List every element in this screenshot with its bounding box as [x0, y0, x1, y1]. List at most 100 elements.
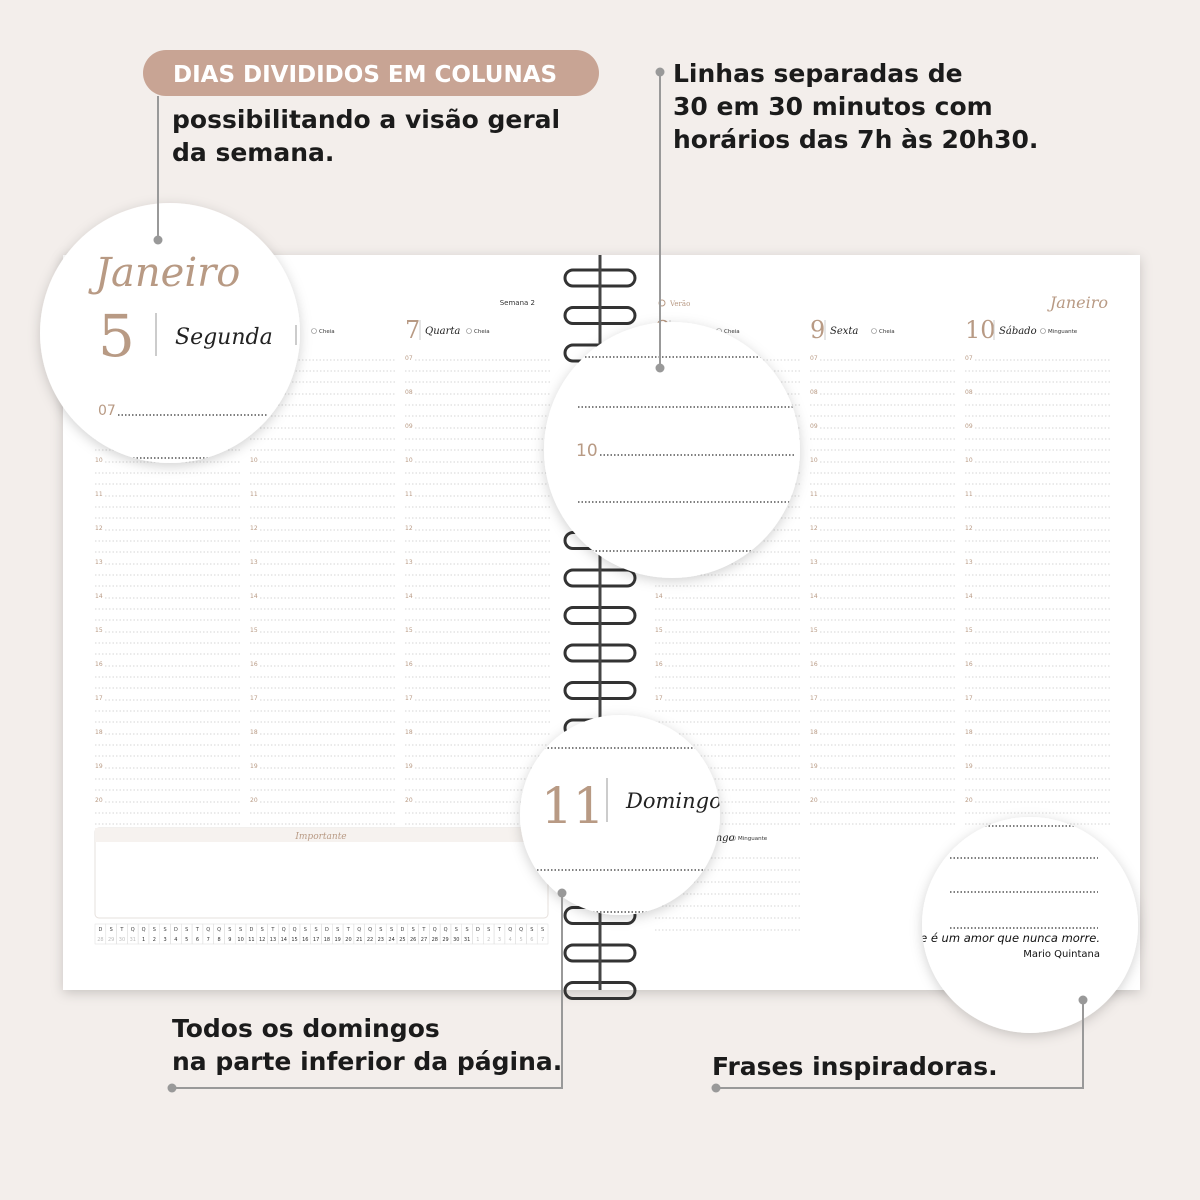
hour-label: 08 — [965, 389, 973, 396]
hour-label: 16 — [965, 661, 973, 668]
hour-label: 08 — [405, 389, 413, 396]
calendar-letter: Q — [508, 927, 512, 933]
hour-label: 14 — [250, 593, 258, 600]
connector-dot — [655, 363, 665, 373]
calendar-letter: Q — [131, 927, 135, 933]
calendar-number: 4 — [509, 937, 512, 943]
zoom-author: Mario Quintana — [1023, 949, 1100, 960]
hour-label: 10 — [965, 457, 973, 464]
moon-phase: Minguante — [1048, 329, 1078, 335]
calendar-letter: S — [110, 927, 113, 933]
calendar-letter: D — [476, 927, 480, 933]
hour-label: 15 — [95, 627, 103, 634]
calendar-number: 29 — [108, 937, 114, 943]
zoom-day-number: 5 — [98, 302, 135, 370]
calendar-letter: Q — [282, 927, 286, 933]
day-number: 9 — [810, 316, 825, 344]
calendar-letter: Q — [433, 927, 437, 933]
moon-phase: Cheia — [879, 329, 895, 335]
hour-label: 15 — [405, 627, 413, 634]
hour-label: 19 — [250, 763, 258, 770]
hour-label: 14 — [405, 593, 413, 600]
calendar-letter: S — [530, 927, 533, 933]
connector — [716, 1000, 1084, 1089]
hour-label: 17 — [250, 695, 258, 702]
day-number: 10 — [965, 316, 996, 344]
hour-label: 12 — [810, 525, 818, 532]
calendar-number: 6 — [196, 937, 199, 943]
hour-label: 12 — [965, 525, 973, 532]
hour-label: 09 — [965, 423, 973, 430]
week: Semana 2 — [500, 299, 535, 307]
calendar-letter: T — [346, 927, 351, 933]
calendar-letter: S — [412, 927, 415, 933]
calendar-letter: D — [98, 927, 102, 933]
callout-text: da semana. — [172, 138, 334, 167]
hour-label: 08 — [810, 389, 818, 396]
calendar-number: 3 — [164, 937, 167, 943]
hour-label: 10 — [95, 457, 103, 464]
hour-label: 14 — [810, 593, 818, 600]
callout-text: Linhas separadas de — [673, 59, 963, 88]
calendar-number: 29 — [442, 937, 448, 943]
zoom-month: Janeiro — [88, 250, 240, 296]
zoom-circle — [922, 817, 1138, 1033]
hour-label: 07 — [405, 355, 413, 362]
calendar-letter: S — [261, 927, 264, 933]
hour-label: 14 — [965, 593, 973, 600]
moon-phase: Cheia — [319, 329, 335, 335]
hour-label: 18 — [95, 729, 103, 736]
calendar-letter: S — [164, 927, 167, 933]
moon-icon — [311, 328, 317, 334]
calendar-number: 2 — [153, 937, 156, 943]
hour-label: 19 — [965, 763, 973, 770]
connector-dot — [167, 1083, 177, 1093]
connector-dot — [557, 888, 567, 898]
calendar-letter: S — [239, 927, 242, 933]
callout-text: na parte inferior da página. — [172, 1047, 562, 1076]
hour-label: 09 — [405, 423, 413, 430]
calendar-number: 19 — [334, 937, 340, 943]
moon-phase: Cheia — [474, 329, 490, 335]
hour-label: 15 — [965, 627, 973, 634]
zoom-day-number: 11 — [541, 777, 605, 835]
zoom-day-name: Domingo — [625, 789, 722, 813]
hour-label: 13 — [95, 559, 103, 566]
calendar-letter: S — [336, 927, 339, 933]
calendar-letter: T — [497, 927, 502, 933]
hour-label: 13 — [810, 559, 818, 566]
calendar-letter: S — [466, 927, 469, 933]
connector-dot — [711, 1083, 721, 1093]
hour-label: 13 — [405, 559, 413, 566]
hour-label: 20 — [965, 797, 973, 804]
calendar-number: 10 — [237, 937, 243, 943]
hour-label: 12 — [405, 525, 413, 532]
calendar-letter: Q — [293, 927, 297, 933]
hour-label: 10 — [250, 457, 258, 464]
calendar-letter: S — [228, 927, 231, 933]
hour-label: 18 — [810, 729, 818, 736]
hour-label: 17 — [965, 695, 973, 702]
calendar-number: 9 — [228, 937, 231, 943]
calendar-number: 15 — [291, 937, 297, 943]
callout-text: Todos os domingos — [172, 1014, 440, 1043]
calendar-number: 7 — [207, 937, 210, 943]
calendar-letter: T — [270, 927, 275, 933]
hour-label: 09 — [810, 423, 818, 430]
calendar-letter: Q — [217, 927, 221, 933]
calendar-letter: S — [487, 927, 490, 933]
calendar-number: 31 — [130, 937, 136, 943]
calendar-number: 7 — [541, 937, 544, 943]
calendar-letter: S — [379, 927, 382, 933]
calendar-letter: Q — [368, 927, 372, 933]
calendar-letter: T — [421, 927, 426, 933]
day-name: Sexta — [830, 326, 858, 337]
calendar-letter: S — [315, 927, 318, 933]
hour-label: 16 — [95, 661, 103, 668]
calendar-letter: D — [249, 927, 253, 933]
calendar-letter: T — [195, 927, 200, 933]
calendar-number: 25 — [399, 937, 405, 943]
badge-text: DIAS DIVIDIDOS EM COLUNAS — [173, 62, 557, 88]
zoom-circle — [40, 203, 300, 463]
